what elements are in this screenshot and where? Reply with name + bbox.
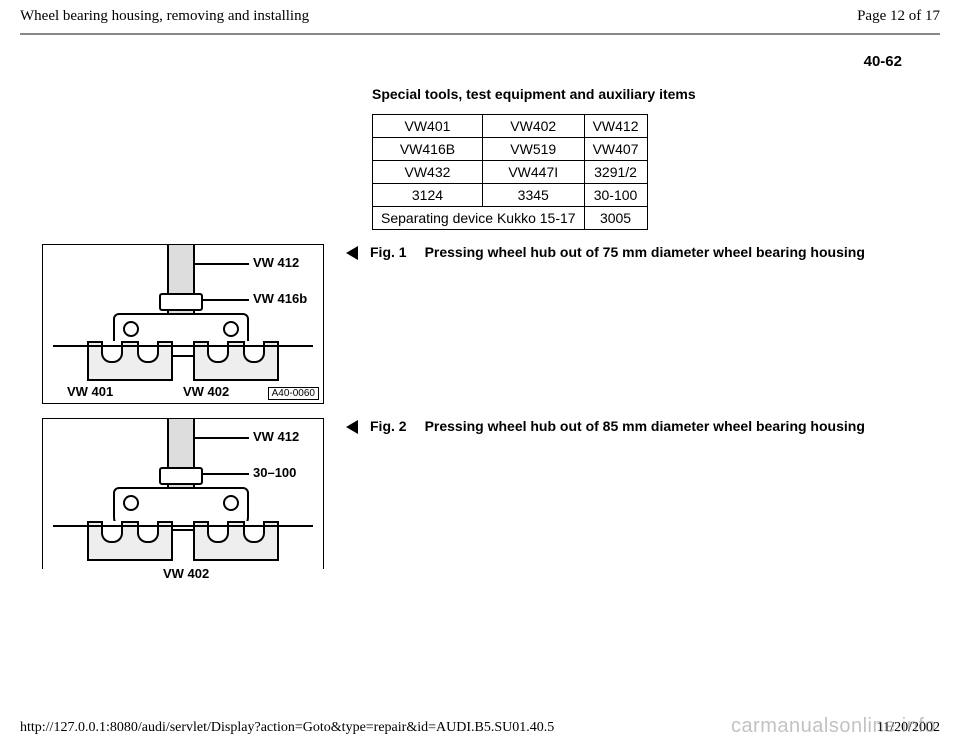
triangle-left-icon (346, 420, 358, 434)
press-base (53, 345, 313, 381)
tools-block: Special tools, test equipment and auxili… (372, 86, 712, 230)
tool-cell: 3291/2 (584, 160, 647, 183)
figure-caption-text: Pressing wheel hub out of 75 mm diameter… (425, 244, 865, 262)
figure-2-image: VW 412 30–100 VW 402 (42, 418, 324, 569)
leader-line (193, 437, 249, 439)
section-number: 40-62 (0, 53, 902, 70)
figure-label: Fig. 2 (370, 418, 407, 436)
tools-table: VW401 VW402 VW412 VW416B VW519 VW407 VW4… (372, 114, 648, 230)
footer-date: 11/20/2002 (877, 720, 940, 736)
tool-cell: VW407 (584, 137, 647, 160)
table-row: Separating device Kukko 15-17 3005 (373, 206, 648, 229)
table-row: VW416B VW519 VW407 (373, 137, 648, 160)
triangle-left-icon (346, 246, 358, 260)
header-rule (20, 33, 940, 35)
tool-cell: VW432 (373, 160, 483, 183)
callout-label: VW 401 (67, 384, 113, 399)
tool-cell: 3005 (584, 206, 647, 229)
press-base (53, 525, 313, 561)
tool-cell: 30-100 (584, 183, 647, 206)
callout-label: VW 402 (183, 384, 229, 399)
page-header: Wheel bearing housing, removing and inst… (0, 0, 960, 29)
callout-label: 30–100 (253, 465, 296, 480)
leader-line (201, 299, 249, 301)
press-collar (159, 467, 203, 485)
figure-1-image: VW 412 VW 416b VW 401 VW 402 A40-0060 (42, 244, 324, 404)
table-row: VW401 VW402 VW412 (373, 114, 648, 137)
leader-line (201, 473, 249, 475)
callout-label: VW 402 (163, 566, 209, 581)
tool-cell: 3345 (482, 183, 584, 206)
table-row: VW432 VW447I 3291/2 (373, 160, 648, 183)
footer-url: http://127.0.0.1:8080/audi/servlet/Displ… (20, 720, 554, 736)
tool-cell: VW401 (373, 114, 483, 137)
page-footer: http://127.0.0.1:8080/audi/servlet/Displ… (20, 720, 940, 736)
callout-label: VW 416b (253, 291, 307, 306)
figure-caption-text: Pressing wheel hub out of 85 mm diameter… (425, 418, 865, 436)
doc-title: Wheel bearing housing, removing and inst… (20, 8, 309, 25)
figure-2-caption: Fig. 2 Pressing wheel hub out of 85 mm d… (370, 418, 865, 436)
figure-1-caption: Fig. 1 Pressing wheel hub out of 75 mm d… (370, 244, 865, 262)
tool-cell: Separating device Kukko 15-17 (373, 206, 585, 229)
table-row: 3124 3345 30-100 (373, 183, 648, 206)
tool-cell: VW412 (584, 114, 647, 137)
tool-cell: VW447I (482, 160, 584, 183)
tool-cell: VW402 (482, 114, 584, 137)
tool-cell: VW416B (373, 137, 483, 160)
tool-cell: 3124 (373, 183, 483, 206)
page: Wheel bearing housing, removing and inst… (0, 0, 960, 742)
figure-label: Fig. 1 (370, 244, 407, 262)
figure-1-row: VW 412 VW 416b VW 401 VW 402 A40-0060 Fi… (0, 244, 960, 404)
press-collar (159, 293, 203, 311)
callout-label: VW 412 (253, 429, 299, 444)
figure-2-row: VW 412 30–100 VW 402 Fig. 2 Pressing whe… (0, 418, 960, 569)
tools-heading: Special tools, test equipment and auxili… (372, 86, 712, 104)
page-number: Page 12 of 17 (857, 8, 940, 25)
tool-cell: VW519 (482, 137, 584, 160)
leader-line (193, 263, 249, 265)
figure-id-tag: A40-0060 (268, 387, 319, 400)
callout-label: VW 412 (253, 255, 299, 270)
